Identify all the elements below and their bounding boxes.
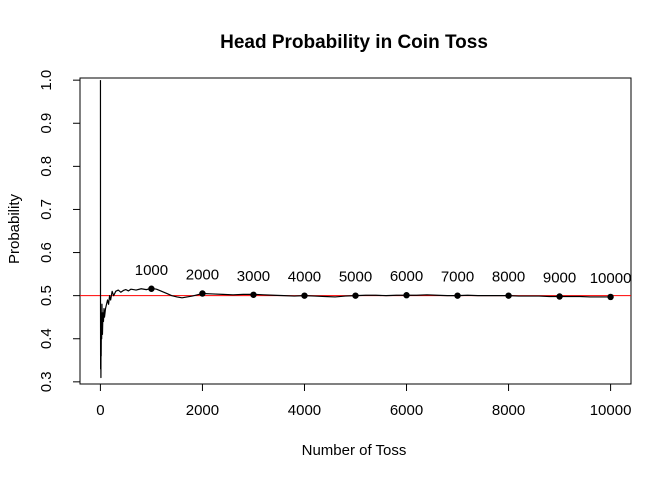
y-tick-label: 0.3 <box>38 371 55 392</box>
point-marker <box>403 292 410 299</box>
y-tick-label: 0.7 <box>38 199 55 220</box>
y-tick-label: 0.4 <box>38 328 55 349</box>
chart-title: Head Probability in Coin Toss <box>220 32 488 53</box>
point-label: 1000 <box>135 262 168 279</box>
point-marker <box>505 292 512 299</box>
point-marker <box>199 290 206 297</box>
point-label: 5000 <box>339 269 372 286</box>
point-label: 10000 <box>590 270 632 287</box>
x-tick-label: 10000 <box>590 402 632 419</box>
point-label: 2000 <box>186 266 219 283</box>
y-axis: 0.3 0.4 0.5 0.6 0.7 0.8 0.9 1.0 <box>38 70 81 392</box>
point-label: 3000 <box>237 268 270 285</box>
series-line <box>99 80 611 379</box>
point-marker <box>301 292 308 299</box>
x-tick-label: 4000 <box>288 402 321 419</box>
point-marker <box>607 293 614 301</box>
x-tick-label: 8000 <box>492 402 525 419</box>
marked-points: 1000 2000 3000 4000 5000 6000 7000 8000 9000 1000… <box>135 262 632 301</box>
y-axis-label: Probability <box>6 193 23 264</box>
x-axis-label: Number of Toss <box>302 442 407 459</box>
point-label: 8000 <box>492 269 525 286</box>
x-tick-label: 6000 <box>390 402 423 419</box>
plot-frame <box>79 77 632 385</box>
point-label: 6000 <box>390 268 423 285</box>
point-marker <box>556 293 563 300</box>
x-axis: 0 2000 4000 6000 8000 10000 <box>96 383 632 419</box>
point-label: 7000 <box>441 269 474 286</box>
y-tick-label: 0.8 <box>38 156 55 177</box>
point-marker <box>454 292 461 299</box>
y-tick-label: 1.0 <box>38 70 55 91</box>
plot-area: 0 2000 4000 6000 8000 10000 0.30.40.50.60.70.… <box>38 70 632 419</box>
y-tick-label: 0.5 <box>38 285 55 306</box>
x-tick-label: 0 <box>96 402 104 419</box>
y-tick-label: 0.9 <box>38 113 55 134</box>
point-marker <box>148 285 155 292</box>
y-tick-label: 0.6 <box>38 242 55 263</box>
x-tick-label: 2000 <box>186 402 219 419</box>
point-label: 4000 <box>288 269 321 286</box>
point-marker <box>250 291 257 298</box>
point-label: 9000 <box>543 270 576 287</box>
point-marker <box>352 292 359 299</box>
